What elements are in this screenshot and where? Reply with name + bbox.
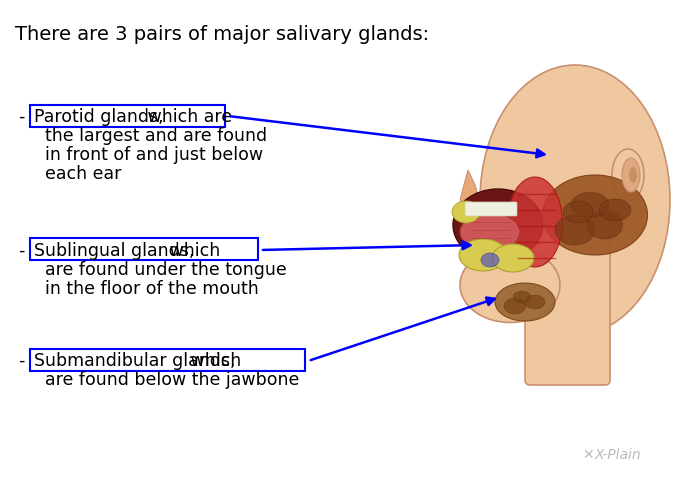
Bar	[30, 349, 305, 371]
Text: -: -	[18, 108, 25, 126]
Ellipse shape	[504, 298, 526, 314]
Text: which: which	[164, 242, 220, 260]
Ellipse shape	[525, 295, 545, 309]
Ellipse shape	[571, 192, 609, 217]
Polygon shape	[460, 170, 483, 215]
Bar	[30, 238, 258, 260]
Text: each ear: each ear	[34, 165, 121, 183]
Text: ✕: ✕	[582, 448, 594, 462]
Text: in the floor of the mouth: in the floor of the mouth	[34, 280, 259, 298]
Ellipse shape	[452, 201, 480, 223]
Text: are found below the jawbone: are found below the jawbone	[34, 371, 300, 389]
Ellipse shape	[563, 201, 593, 223]
Text: which: which	[186, 352, 241, 370]
Text: -: -	[18, 242, 25, 260]
Ellipse shape	[622, 158, 640, 192]
Text: in front of and just below: in front of and just below	[34, 146, 263, 164]
Ellipse shape	[459, 239, 507, 271]
Text: the largest and are found: the largest and are found	[34, 127, 267, 145]
Ellipse shape	[481, 253, 499, 267]
Ellipse shape	[599, 199, 631, 221]
Ellipse shape	[612, 149, 644, 201]
Text: Submandibular glands,: Submandibular glands,	[34, 352, 235, 370]
Ellipse shape	[587, 211, 622, 239]
Ellipse shape	[513, 291, 531, 303]
FancyBboxPatch shape	[525, 215, 610, 385]
Ellipse shape	[492, 244, 534, 272]
Text: which are: which are	[142, 108, 232, 126]
Text: Sublingual glands,: Sublingual glands,	[34, 242, 195, 260]
Text: X-Plain: X-Plain	[595, 448, 642, 462]
Ellipse shape	[453, 189, 543, 261]
Ellipse shape	[480, 65, 670, 335]
Ellipse shape	[508, 177, 563, 267]
Ellipse shape	[542, 175, 648, 255]
Text: -: -	[18, 352, 25, 370]
FancyBboxPatch shape	[465, 202, 517, 216]
Ellipse shape	[460, 248, 560, 323]
Text: There are 3 pairs of major salivary glands:: There are 3 pairs of major salivary glan…	[15, 25, 429, 44]
Ellipse shape	[495, 283, 555, 321]
Text: Parotid glands,: Parotid glands,	[34, 108, 164, 126]
Ellipse shape	[629, 167, 637, 183]
Bar	[30, 105, 225, 127]
Text: are found under the tongue: are found under the tongue	[34, 261, 287, 279]
Ellipse shape	[555, 215, 595, 245]
Ellipse shape	[460, 213, 520, 251]
